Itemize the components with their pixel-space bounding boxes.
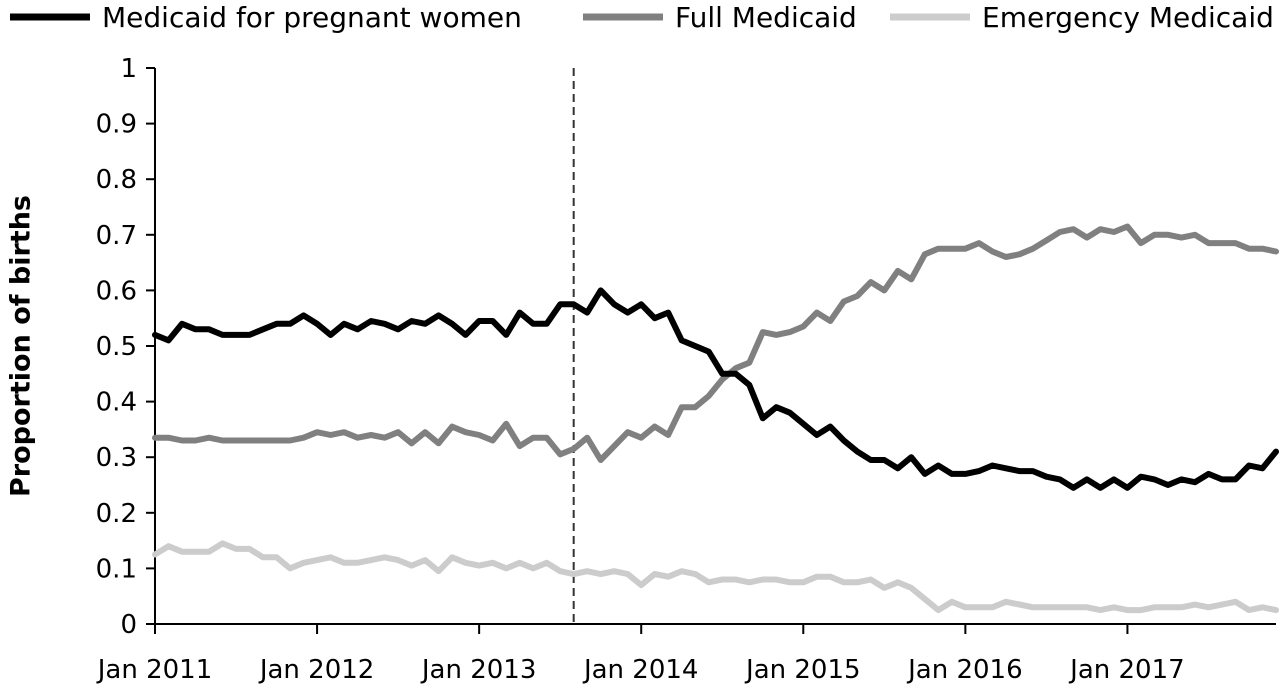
series-line-medicaid-for-pregnant-women [152, 287, 1279, 491]
series-line-emergency-medicaid [152, 540, 1279, 614]
x-tick-label: Jan 2012 [258, 655, 375, 685]
x-tick-label: Jan 2017 [1068, 655, 1185, 685]
x-tick-label: Jan 2014 [582, 655, 699, 685]
y-tick-label: 0.7 [96, 221, 137, 251]
y-tick-label: 0.5 [96, 332, 137, 362]
y-tick-label: 0.1 [96, 554, 137, 584]
x-tick-label: Jan 2013 [420, 655, 537, 685]
y-tick-label: 1 [120, 54, 137, 84]
plot-area: 0 0.1 0.2 0.3 0.4 0.5 0.6 0.7 0.8 0.9 1 Jan 2011 Jan… [96, 54, 1279, 685]
y-tick-label: 0.4 [96, 388, 137, 418]
x-tick-label: Jan 2016 [906, 655, 1023, 685]
series-line-full-medicaid [152, 223, 1279, 463]
y-tick-label: 0.2 [96, 499, 137, 529]
legend: Medicaid for pregnant women Full Medicaid… [10, 1, 1274, 34]
y-tick-label: 0 [120, 610, 137, 640]
y-axis-title: Proportion of births [6, 195, 37, 497]
x-tick-label: Jan 2011 [96, 655, 213, 685]
y-tick-label: 0.6 [96, 276, 137, 306]
y-tick-label: 0.8 [96, 165, 137, 195]
x-tick-label: Jan 2015 [744, 655, 861, 685]
legend-label: Medicaid for pregnant women [102, 1, 522, 34]
legend-label: Emergency Medicaid [982, 1, 1274, 34]
y-tick-label: 0.3 [96, 443, 137, 473]
legend-label: Full Medicaid [675, 1, 857, 34]
y-tick-label: 0.9 [96, 110, 137, 140]
